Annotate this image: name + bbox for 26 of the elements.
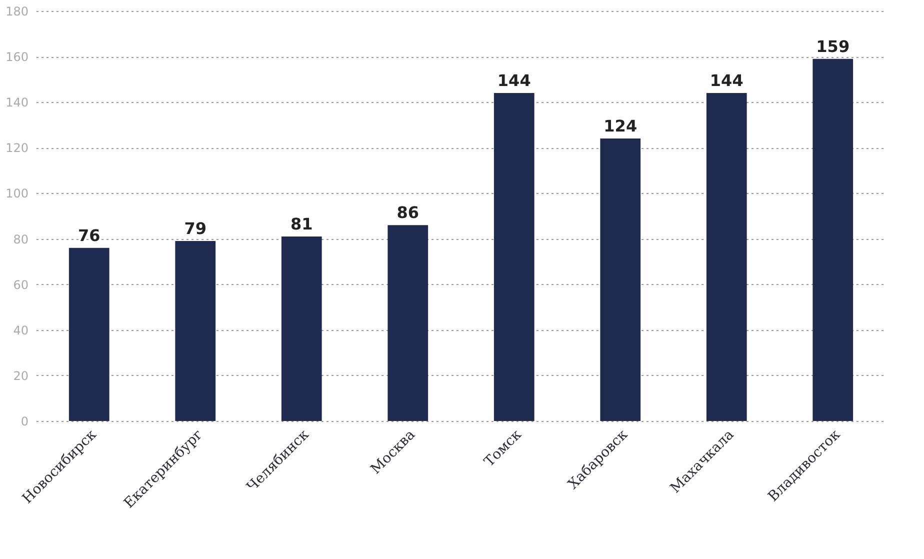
y-tick-label: 80: [13, 232, 28, 246]
data-label: 79: [184, 219, 207, 238]
bar: [68, 248, 110, 421]
data-label: 86: [396, 203, 420, 222]
bar: [175, 241, 216, 421]
y-tick-label: 20: [13, 368, 28, 383]
bar: [388, 225, 428, 421]
data-label: 159: [816, 36, 850, 56]
y-tick-label: 180: [6, 4, 28, 18]
data-label: 124: [604, 116, 638, 136]
bar: [494, 93, 534, 421]
y-tick-label: 120: [6, 141, 28, 156]
y-tick-label: 0: [20, 414, 28, 428]
data-label: 144: [710, 71, 744, 90]
y-tick-label: 140: [6, 96, 28, 110]
bar: [281, 236, 322, 421]
y-tick-label: 160: [6, 50, 28, 64]
y-tick-label: 100: [6, 186, 28, 201]
data-label: 144: [497, 71, 531, 90]
y-tick-label: 60: [13, 278, 28, 292]
data-label: 76: [78, 226, 100, 245]
bar: [812, 58, 854, 421]
data-label: 81: [290, 214, 313, 234]
y-tick-label: 40: [13, 323, 28, 338]
bar: [706, 93, 747, 421]
bar: [600, 138, 641, 421]
